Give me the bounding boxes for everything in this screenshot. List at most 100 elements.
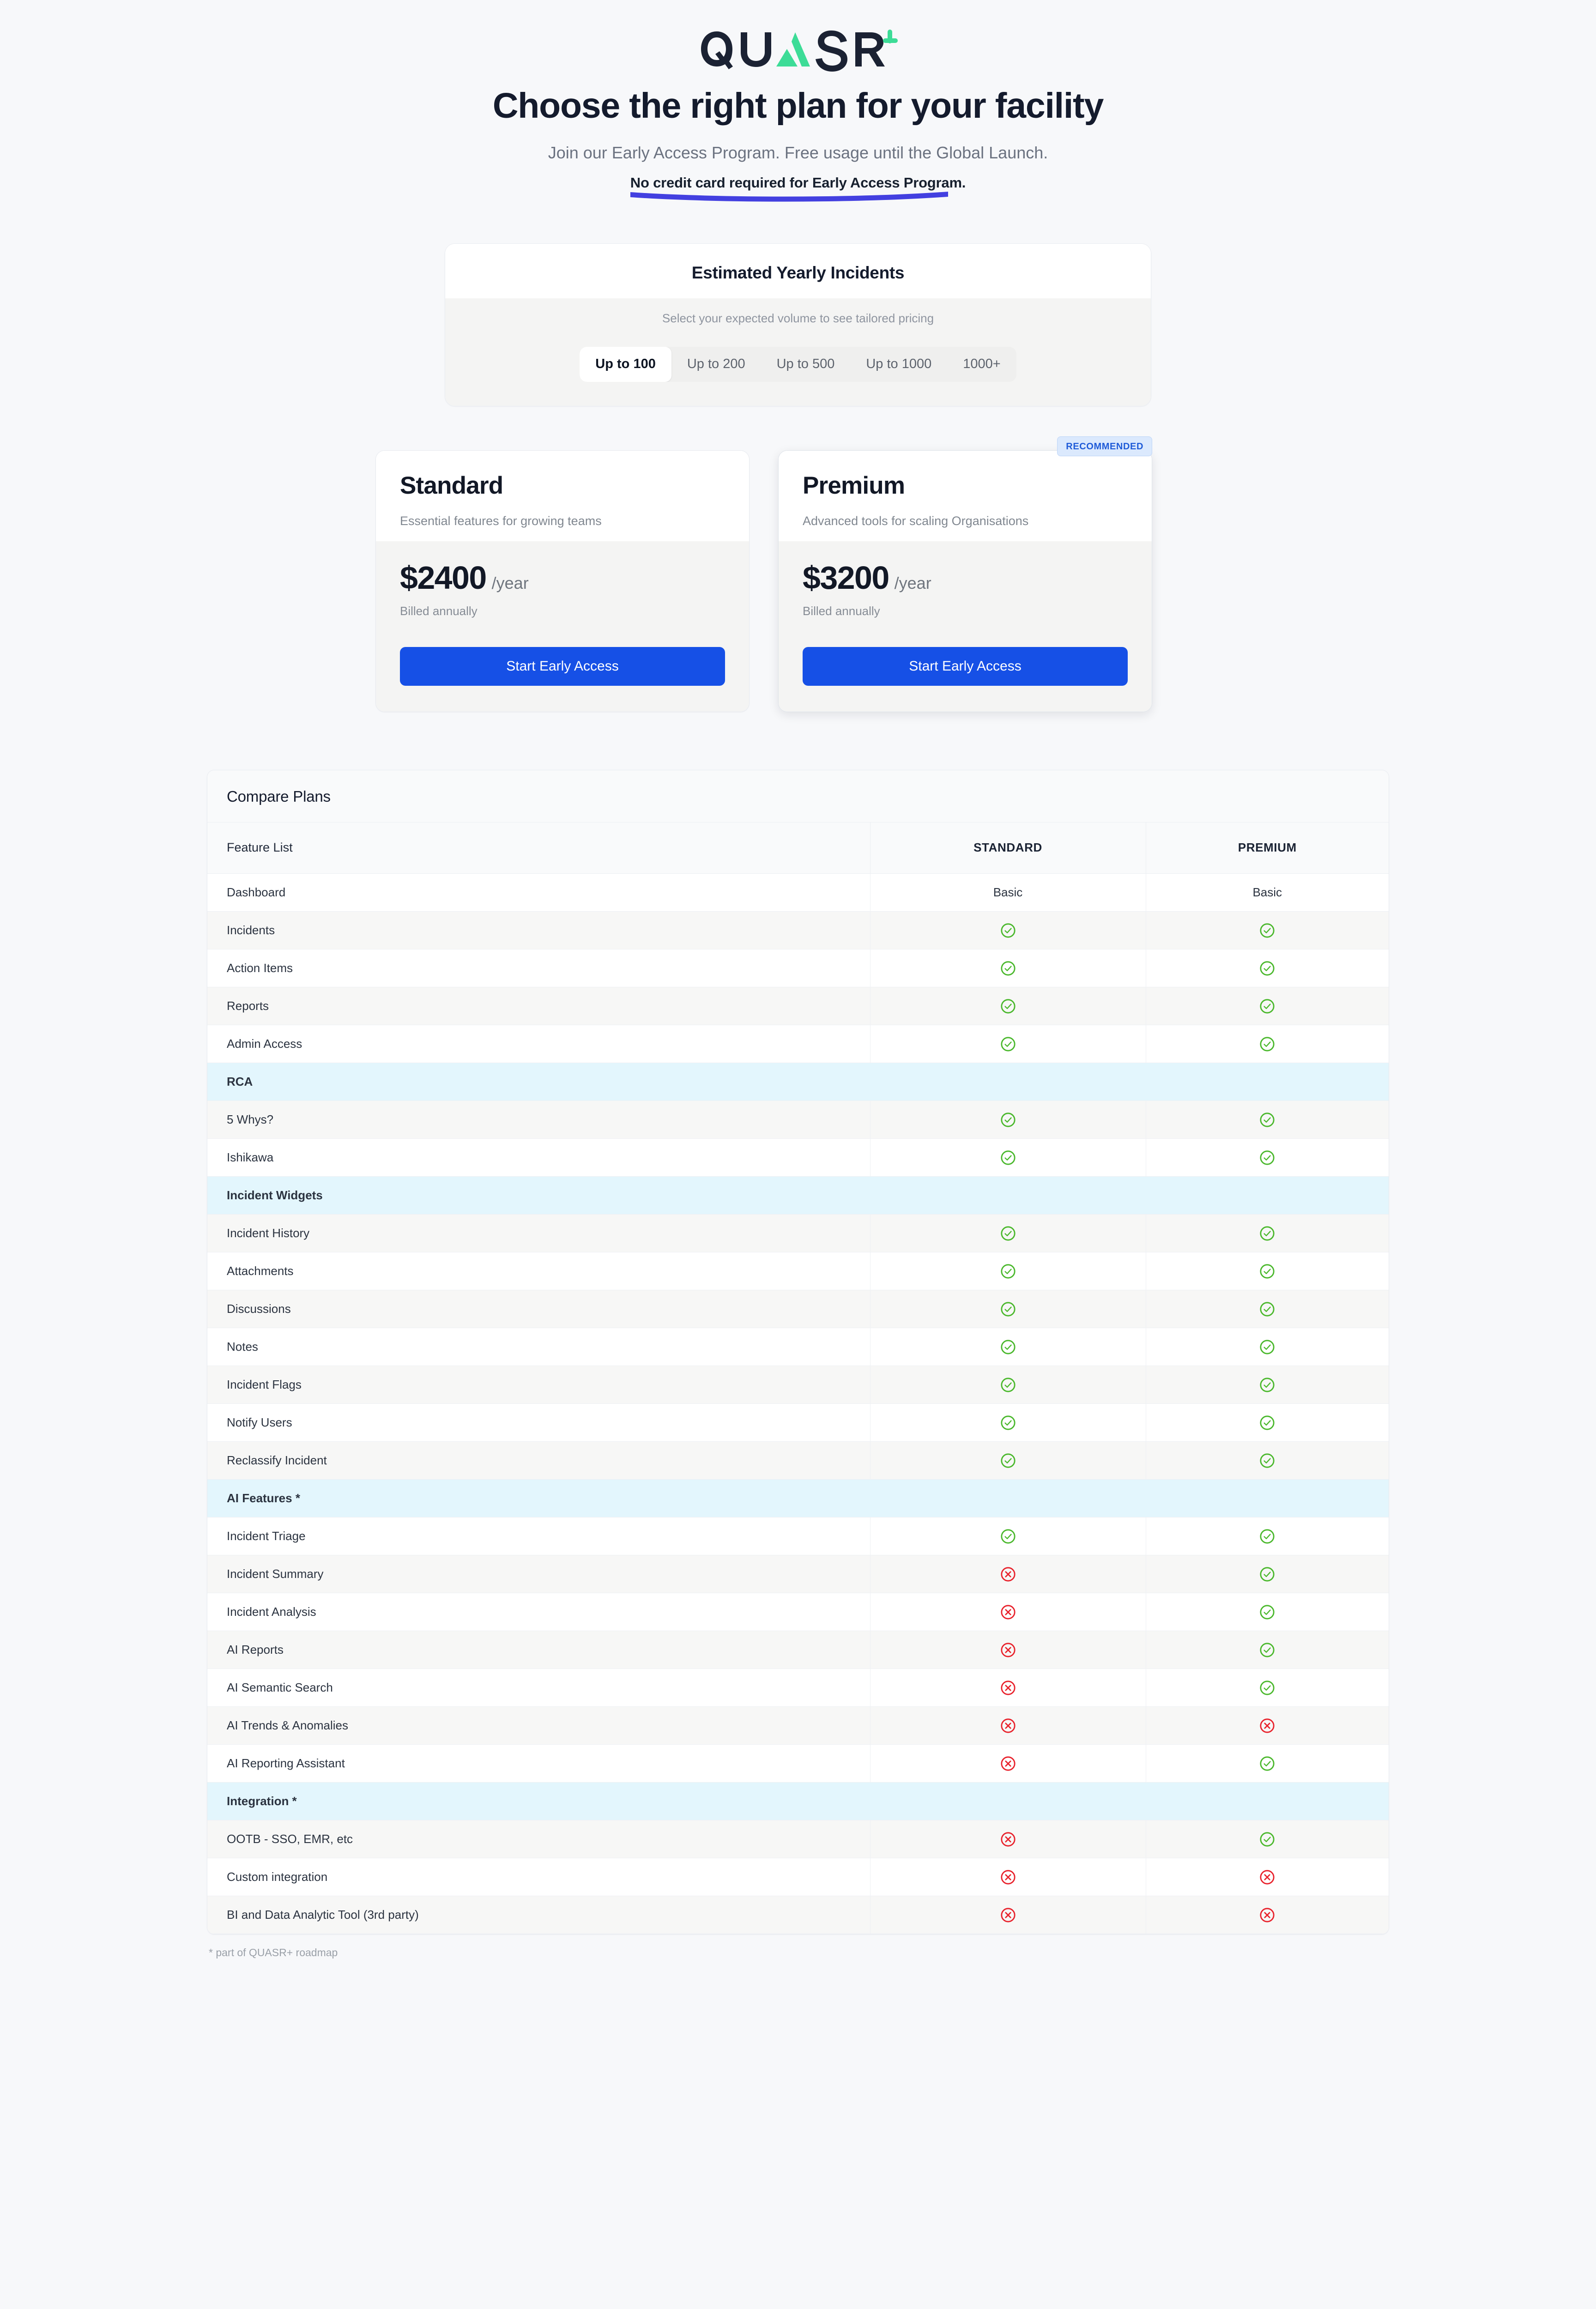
check-circle-icon <box>1260 961 1275 976</box>
feature-label: AI Semantic Search <box>207 1668 870 1707</box>
premium-value <box>1145 1744 1389 1783</box>
cross-circle-icon <box>1000 1832 1016 1847</box>
volume-option-up-to-1000[interactable]: Up to 1000 <box>850 347 947 382</box>
column-header-feature: Feature List <box>207 822 870 874</box>
table-row: Incident Triage <box>207 1517 1389 1556</box>
check-circle-icon <box>1000 999 1016 1014</box>
volume-option-up-to-500[interactable]: Up to 500 <box>761 347 851 382</box>
check-circle-icon <box>1260 1415 1275 1430</box>
volume-option-up-to-100[interactable]: Up to 100 <box>580 346 671 382</box>
plan-standard-header: Standard Essential features for growing … <box>376 450 749 542</box>
table-row: Custom integration <box>207 1858 1389 1897</box>
section-spacer-standard <box>870 1176 1146 1215</box>
plan-card-premium: Premium Advanced tools for scaling Organ… <box>778 450 1152 713</box>
plan-standard-price: $2400 <box>400 560 487 596</box>
quasr-logo <box>696 28 900 79</box>
plan-standard-price-line: $2400 /year <box>400 562 725 594</box>
check-circle-icon <box>1260 999 1275 1014</box>
feature-label: Custom integration <box>207 1858 870 1897</box>
table-row: Reclassify Incident <box>207 1441 1389 1480</box>
premium-value <box>1145 1896 1389 1934</box>
compare-table-head: Feature List STANDARD PREMIUM <box>207 822 1389 874</box>
check-circle-icon <box>1000 923 1016 938</box>
section-spacer-standard <box>870 1782 1146 1821</box>
plan-premium-name: Premium <box>803 471 905 499</box>
check-circle-icon <box>1260 1605 1275 1620</box>
table-section-header: AI Features * <box>207 1479 1389 1518</box>
column-header-premium: PREMIUM <box>1145 822 1389 874</box>
standard-value <box>870 1555 1146 1594</box>
no-credit-card-note: No credit card required for Early Access… <box>630 174 966 202</box>
check-circle-icon <box>1260 1226 1275 1241</box>
check-circle-icon <box>1000 1340 1016 1354</box>
plan-card-standard: Standard Essential features for growing … <box>375 450 750 713</box>
standard-value <box>870 1593 1146 1632</box>
standard-value <box>870 1820 1146 1859</box>
check-circle-icon <box>1000 1226 1016 1241</box>
premium-value <box>1145 987 1389 1026</box>
section-spacer-standard <box>870 1479 1146 1518</box>
premium-value <box>1145 1706 1389 1745</box>
feature-label: Dashboard <box>207 873 870 912</box>
volume-option-up-to-200[interactable]: Up to 200 <box>671 347 761 382</box>
cross-circle-icon <box>1260 1870 1275 1885</box>
table-row: Ishikawa <box>207 1138 1389 1177</box>
volume-option-1000-plus[interactable]: 1000+ <box>947 347 1016 382</box>
standard-value <box>870 987 1146 1026</box>
plan-standard-cta-button[interactable]: Start Early Access <box>400 647 725 686</box>
pricing-cards-row: Standard Essential features for growing … <box>375 436 1221 713</box>
premium-value <box>1145 1100 1389 1139</box>
table-row: Incident Summary <box>207 1555 1389 1594</box>
table-row: Incidents <box>207 911 1389 950</box>
standard-value <box>870 1100 1146 1139</box>
plan-premium-cta-button[interactable]: Start Early Access <box>803 647 1128 686</box>
check-circle-icon <box>1000 1415 1016 1430</box>
standard-value <box>870 1252 1146 1291</box>
cross-circle-icon <box>1000 1567 1016 1582</box>
table-row: Dashboard Basic Basic <box>207 873 1389 912</box>
volume-segmented-control[interactable]: Up to 100 Up to 200 Up to 500 Up to 1000… <box>580 346 1016 382</box>
premium-value <box>1145 1631 1389 1669</box>
cross-circle-icon <box>1260 1908 1275 1922</box>
feature-label: OOTB - SSO, EMR, etc <box>207 1820 870 1859</box>
plan-standard-period: /year <box>491 574 529 593</box>
section-label: Integration * <box>207 1782 870 1821</box>
premium-value <box>1145 911 1389 950</box>
feature-label: Attachments <box>207 1252 870 1291</box>
check-circle-icon <box>1260 1340 1275 1354</box>
check-circle-icon <box>1000 961 1016 976</box>
plan-premium-billing-note: Billed annually <box>803 604 880 618</box>
cross-circle-icon <box>1000 1680 1016 1695</box>
check-circle-icon <box>1260 1567 1275 1582</box>
table-row: Action Items <box>207 949 1389 988</box>
cross-circle-icon <box>1000 1643 1016 1657</box>
feature-label: Notify Users <box>207 1403 870 1442</box>
standard-value: Basic <box>870 873 1146 912</box>
premium-value <box>1145 1138 1389 1177</box>
check-circle-icon <box>1260 1643 1275 1657</box>
standard-value <box>870 949 1146 988</box>
cross-circle-icon <box>1260 1718 1275 1733</box>
check-circle-icon <box>1260 1453 1275 1468</box>
table-row: Incident History <box>207 1214 1389 1253</box>
underline-stroke-icon <box>630 191 948 202</box>
standard-value <box>870 1403 1146 1442</box>
table-row: Incident Flags <box>207 1366 1389 1404</box>
feature-label: Admin Access <box>207 1025 870 1064</box>
no-credit-card-text: No credit card required for Early Access… <box>630 174 966 191</box>
check-circle-icon <box>1260 923 1275 938</box>
check-circle-icon <box>1000 1112 1016 1127</box>
section-label: Incident Widgets <box>207 1176 870 1215</box>
page-title: Choose the right plan for your facility <box>492 86 1104 126</box>
standard-value <box>870 1858 1146 1897</box>
check-circle-icon <box>1000 1037 1016 1052</box>
plan-premium-header: Premium Advanced tools for scaling Organ… <box>779 450 1152 542</box>
check-circle-icon <box>1260 1264 1275 1279</box>
table-row: Discussions <box>207 1290 1389 1329</box>
check-circle-icon <box>1000 1453 1016 1468</box>
plan-standard-body: $2400 /year Billed annually Start Early … <box>376 541 749 712</box>
roadmap-footnote: * part of QUASR+ roadmap <box>209 1946 338 1959</box>
table-row: Notify Users <box>207 1403 1389 1442</box>
premium-value <box>1145 1025 1389 1064</box>
cross-circle-icon <box>1000 1756 1016 1771</box>
